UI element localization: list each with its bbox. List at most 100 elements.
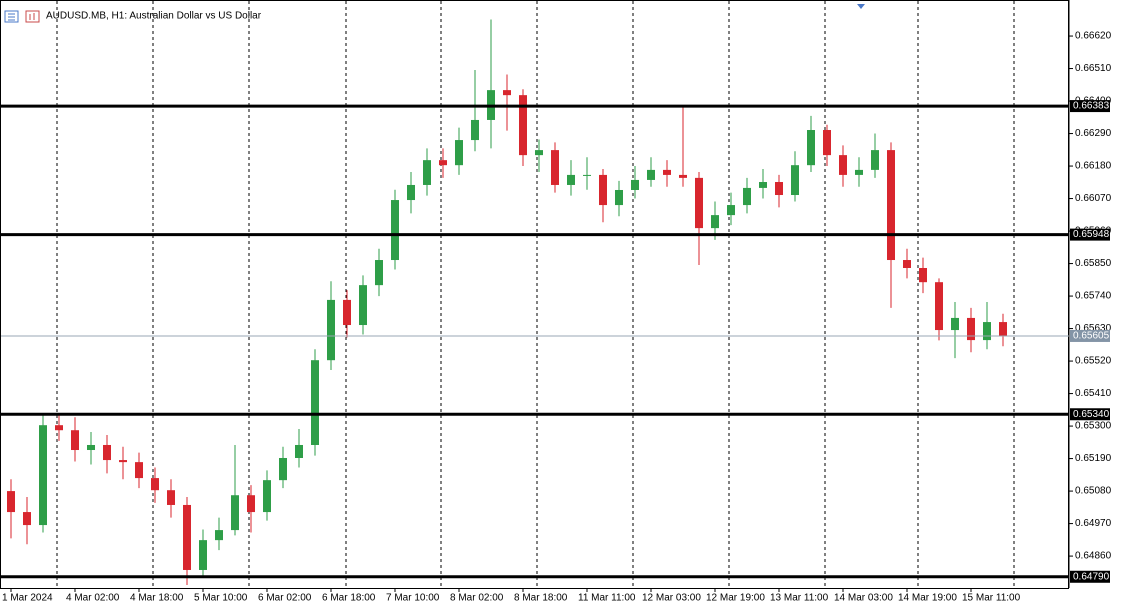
candle-body [951,317,959,331]
candle-body [183,504,191,570]
candle-body [199,540,207,570]
candle-body [615,189,623,206]
candle-body [983,322,991,341]
x-tick-label: 5 Mar 10:00 [194,593,248,604]
y-tick-label: 0.64970 [1075,518,1112,529]
candle-body [839,155,847,175]
candle-body [599,174,607,206]
candle-body [39,425,47,526]
plot-frame [0,0,1069,589]
x-tick-label: 12 Mar 03:00 [642,593,701,604]
x-tick-label: 7 Mar 10:00 [386,593,440,604]
candle-body [663,169,671,175]
x-tick-label: 11 Mar 11:00 [578,593,636,604]
candle-body [151,478,159,491]
candle-body [87,444,95,451]
candle-body [935,282,943,331]
x-tick-label: 6 Mar 18:00 [322,593,376,604]
current-price-box [1070,329,1110,342]
candle-body [391,200,399,261]
candle-body [407,184,415,201]
candle-body [7,491,15,513]
x-tick-label: 4 Mar 02:00 [66,593,120,604]
y-tick-label: 0.65080 [1075,486,1112,497]
candle-body [455,140,463,166]
candle-body [919,267,927,283]
level-label: 0.65948 [1073,229,1110,240]
candle-body [775,182,783,196]
candle-body [247,495,255,513]
x-tick-label: 4 Mar 18:00 [130,593,184,604]
icon [25,10,40,23]
candle-body [999,322,1007,336]
candle-body [551,150,559,185]
y-tick-label: 0.65740 [1075,291,1112,302]
candle-body [231,495,239,531]
icon [8,13,15,21]
level-box [1070,100,1110,113]
candle-body [23,512,31,526]
candle-body [295,444,303,458]
candle-body [263,480,271,513]
level-box [1070,228,1110,241]
candle-body [967,317,975,341]
shift-marker [857,4,865,9]
y-tick-label: 0.64860 [1075,551,1112,562]
candle-body [119,460,127,463]
candle-body [567,174,575,185]
y-tick-label: 0.65300 [1075,421,1112,432]
y-tick-label: 0.65850 [1075,258,1112,269]
candle-body [887,150,895,261]
candle-body [679,174,687,178]
candle-body [71,430,79,451]
candle-body [519,95,527,156]
candle-body [631,179,639,190]
candle-body [167,490,175,505]
x-tick-label: 1 Mar 2024 [2,593,53,604]
candle-body [855,169,863,175]
y-tick-label: 0.65630 [1075,323,1112,334]
candle-body [103,444,111,461]
x-tick-label: 13 Mar 11:00 [770,593,829,604]
y-tick-label: 0.65520 [1075,356,1112,367]
candle-body [439,160,447,166]
y-tick-label: 0.66510 [1075,63,1112,74]
candle-body [535,150,543,156]
candle-body [503,90,511,96]
candle-body [807,130,815,166]
x-tick-label: 14 Mar 19:00 [898,593,957,604]
y-tick-label: 0.65190 [1075,453,1112,464]
candle-body [647,169,655,180]
level-box [1070,570,1110,583]
candle-body [423,160,431,185]
candle-body [727,205,735,216]
candle-body [823,130,831,156]
x-tick-label: 14 Mar 03:00 [834,593,893,604]
icon [29,13,35,20]
x-tick-label: 6 Mar 02:00 [258,593,312,604]
candle-body [871,150,879,170]
candle-body [695,177,703,229]
x-tick-label: 12 Mar 19:00 [706,593,765,604]
candle-body [215,530,223,541]
candle-body [743,187,751,206]
level-label: 0.65340 [1073,409,1110,420]
candle-body [759,182,767,188]
candle-body [471,119,479,141]
candle-body [311,360,319,445]
y-tick-label: 0.66070 [1075,193,1112,204]
candle-body [359,285,367,326]
chart-title: AUDUSD.MB, H1: Australian Dollar vs US D… [46,11,262,22]
candle-body [791,165,799,196]
level-box [1070,408,1110,421]
candle-body [327,299,335,361]
candle-body [135,462,143,479]
candle-body [55,425,63,431]
level-label: 0.64790 [1073,571,1110,582]
y-tick-label: 0.65410 [1075,388,1112,399]
x-tick-label: 8 Mar 02:00 [450,593,504,604]
x-tick-label: 15 Mar 11:00 [962,593,1021,604]
y-tick-label: 0.66180 [1075,161,1112,172]
y-tick-label: 0.66290 [1075,128,1112,139]
